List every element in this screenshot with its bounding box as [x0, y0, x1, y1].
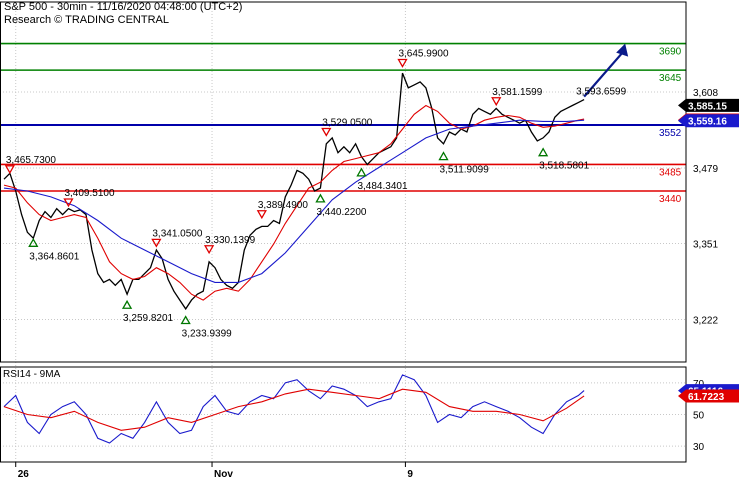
price-0-tag-label: 3,585.15: [688, 101, 727, 112]
trough-marker: [438, 151, 449, 161]
last-price-label: 3,593.6599: [576, 86, 626, 97]
trough-marker: [180, 315, 191, 325]
peak-label: 3,341.0500: [152, 228, 202, 239]
price-2-tag: [678, 114, 739, 128]
trough-label: 3,259.8201: [123, 313, 173, 324]
peak-marker: [203, 245, 215, 255]
target-arrow-head: [616, 43, 629, 57]
trough-marker: [28, 237, 39, 247]
peak-label: 3,529.0500: [322, 117, 372, 128]
chart-source: Research © TRADING CENTRAL: [4, 14, 169, 26]
level-label-3440: 3440: [659, 194, 682, 205]
peak-label: 3,465.7300: [6, 155, 56, 166]
peak-label: 3,409.5100: [64, 188, 114, 199]
trough-label: 3,511.9099: [440, 165, 490, 176]
peak-label: 3,330.1399: [205, 235, 255, 246]
trough-label: 3,518.5801: [539, 161, 589, 172]
peak-marker: [491, 97, 502, 107]
indicator-panel-frame: [0, 366, 687, 463]
trough-marker: [121, 299, 133, 309]
series-price: [3, 72, 585, 311]
markers-layer: 3,465.7300 3,364.8601 3,409.5100 3,259.8201…: [4, 43, 629, 340]
target-arrow-shaft: [583, 48, 626, 98]
levels-layer: 3690 3645 3552 3485 3440: [0, 42, 686, 205]
level-label-3552: 3552: [659, 128, 682, 139]
level-label-3645: 3645: [659, 73, 682, 84]
price-tick-label: 3,222: [693, 316, 718, 327]
peak-label: 3,645.9900: [398, 49, 448, 60]
indicator-title: RSI14 - 9MA: [3, 369, 61, 380]
level-label-3485: 3485: [659, 167, 682, 178]
peak-marker: [151, 238, 162, 248]
indicator-tick-label: 50: [693, 411, 705, 422]
trough-marker: [315, 193, 326, 203]
time-tick-label: 9: [407, 469, 413, 480]
time-tick-label: 26: [18, 469, 30, 480]
indicator-tick-label: 30: [693, 442, 705, 453]
time-tick-label: Nov: [214, 469, 233, 480]
trough-label: 3,233.9399: [182, 329, 232, 340]
peak-marker: [321, 127, 332, 137]
indicator-1-tag-label: 61.7223: [688, 392, 725, 403]
price-tick-label: 3,608: [693, 88, 718, 99]
peak-marker: [63, 198, 74, 208]
price-panel-frame: [0, 1, 687, 363]
indicator-series-rsi: [3, 374, 585, 444]
price-2-tag-label: 3,559.16: [688, 117, 727, 128]
grid-layer: [0, 2, 686, 462]
price-tick-label: 3,351: [693, 239, 718, 250]
indicator-series-rsi_ma: [3, 388, 585, 431]
peak-label: 3,389.4900: [258, 200, 308, 211]
trough-label: 3,364.8601: [29, 251, 79, 262]
peak-marker: [256, 210, 267, 220]
price-tick-label: 3,479: [693, 164, 718, 175]
indicator-1-tag: [678, 389, 739, 403]
trough-label: 3,440.2200: [316, 207, 366, 218]
series-ma_fast: [3, 104, 585, 301]
series-ma_slow: [3, 119, 585, 283]
series-layer: [3, 72, 585, 444]
chart-title: S&P 500 - 30min - 11/16/2020 04:48:00 (U…: [4, 1, 243, 13]
peak-marker: [4, 165, 15, 175]
trough-label: 3,484.3401: [357, 181, 407, 192]
price-0-tag: [678, 98, 739, 112]
trough-marker: [537, 147, 549, 157]
level-label-3690: 3690: [659, 47, 682, 58]
trough-marker: [356, 167, 367, 177]
peak-marker: [397, 58, 408, 68]
peak-label: 3,581.1599: [492, 87, 542, 98]
